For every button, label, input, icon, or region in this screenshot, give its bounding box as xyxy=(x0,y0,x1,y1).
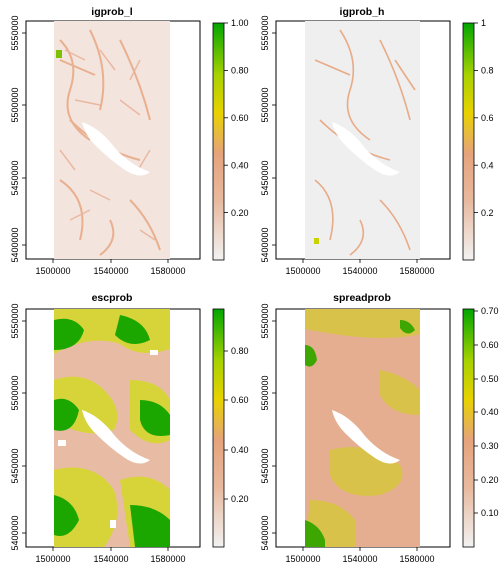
legend-bar-clip: 0.70 0.60 0.50 0.40 0.30 0.20 0.10 xyxy=(462,306,499,548)
legend-tick: 0.60 xyxy=(481,340,499,350)
legend-tick: 0.2 xyxy=(481,208,494,218)
raster xyxy=(305,309,420,547)
y-tick: 5500000 xyxy=(10,87,20,122)
y-tick: 5550000 xyxy=(260,15,270,50)
raster-lake xyxy=(332,122,400,176)
legend-tick: 0.8 xyxy=(481,66,494,76)
legend-tick: 0.60 xyxy=(231,395,249,405)
x-tick: 1500000 xyxy=(285,554,320,564)
legend-tick: 0.50 xyxy=(481,374,499,384)
legend-tick: 0.4 xyxy=(481,161,494,171)
legend-bar xyxy=(212,22,225,261)
panel-igprob-l: igprob_l 1.00 0.80 0.60 0.40 0.20 150000… xyxy=(10,6,249,276)
panel-escprob: escprob 0.80 0.60 0.40 0.20 1500000 1540… xyxy=(10,292,249,564)
legend-tick: 0.40 xyxy=(231,161,249,171)
y-tick: 5550000 xyxy=(260,303,270,338)
raster-lake xyxy=(82,410,150,464)
legend-bar xyxy=(462,22,475,261)
y-tick: 5400000 xyxy=(260,515,270,550)
legend-tick-labels xyxy=(224,22,228,214)
x-tick: 1540000 xyxy=(342,554,377,564)
raster-streams-fine xyxy=(59,49,156,241)
x-tick: 1540000 xyxy=(93,554,128,564)
raster-green-zones xyxy=(54,315,170,547)
legend-tick: 0.70 xyxy=(481,306,499,316)
x-tick: 1500000 xyxy=(35,554,70,564)
legend-tick: 0.60 xyxy=(231,113,249,123)
x-tick: 1540000 xyxy=(342,266,377,276)
raster-hotspot xyxy=(314,238,319,244)
y-tick: 5450000 xyxy=(260,160,270,195)
raster-yellow-zones xyxy=(54,309,170,547)
legend-tick: 0.20 xyxy=(231,494,249,504)
legend-tick: 0.10 xyxy=(481,508,499,518)
legend-tick: 0.6 xyxy=(481,113,494,123)
raster-hotspot xyxy=(56,50,62,58)
legend-tick: 1 xyxy=(481,18,486,28)
x-tick: 1580000 xyxy=(150,554,185,564)
y-tick: 5400000 xyxy=(10,227,20,262)
panel-title: igprob_l xyxy=(91,6,132,18)
y-tick: 5500000 xyxy=(260,375,270,410)
raster xyxy=(54,21,170,259)
y-tick: 5550000 xyxy=(10,303,20,338)
raster-base xyxy=(305,21,420,259)
panel-title: spreadprob xyxy=(333,292,391,304)
legend-tick: 0.20 xyxy=(481,475,499,485)
y-tick: 5500000 xyxy=(260,87,270,122)
legend-bar xyxy=(462,308,475,548)
legend-tick: 0.80 xyxy=(231,346,249,356)
legend-bar-clip: 1 0.8 0.6 0.4 0.2 xyxy=(462,18,494,261)
legend-bar xyxy=(212,308,225,548)
panel-igprob-h: igprob_h 1 0.8 0.6 0.4 0.2 1500000 15400… xyxy=(260,6,494,276)
x-tick: 1540000 xyxy=(93,266,128,276)
legend-tick: 0.40 xyxy=(231,445,249,455)
legend-tick: 1.00 xyxy=(231,18,249,28)
legend-tick: 0.20 xyxy=(231,208,249,218)
raster-base xyxy=(54,21,170,259)
panel-title: igprob_h xyxy=(340,6,385,18)
x-tick: 1580000 xyxy=(399,554,434,564)
raster xyxy=(54,309,170,547)
x-tick: 1580000 xyxy=(399,266,434,276)
raster-yellow-zones xyxy=(305,309,420,547)
y-tick: 5450000 xyxy=(10,448,20,483)
raster-lake xyxy=(332,410,400,464)
y-tick: 5450000 xyxy=(260,448,270,483)
y-tick: 5400000 xyxy=(260,227,270,262)
raster-lake xyxy=(82,122,150,176)
y-tick: 5550000 xyxy=(10,15,20,50)
x-tick: 1500000 xyxy=(35,266,70,276)
legend-tick: 0.40 xyxy=(481,407,499,417)
x-tick: 1580000 xyxy=(150,266,185,276)
y-tick: 5450000 xyxy=(10,160,20,195)
y-tick: 5400000 xyxy=(10,515,20,550)
y-tick: 5500000 xyxy=(10,375,20,410)
x-tick: 1500000 xyxy=(285,266,320,276)
legend-tick: 0.30 xyxy=(481,441,499,451)
legend-tick: 0.80 xyxy=(231,66,249,76)
panel-spreadprob: spreadprob 0.70 0.60 0.50 0.40 0.30 0.20… xyxy=(260,292,499,564)
panel-title: escprob xyxy=(92,292,133,304)
raster xyxy=(305,21,420,259)
